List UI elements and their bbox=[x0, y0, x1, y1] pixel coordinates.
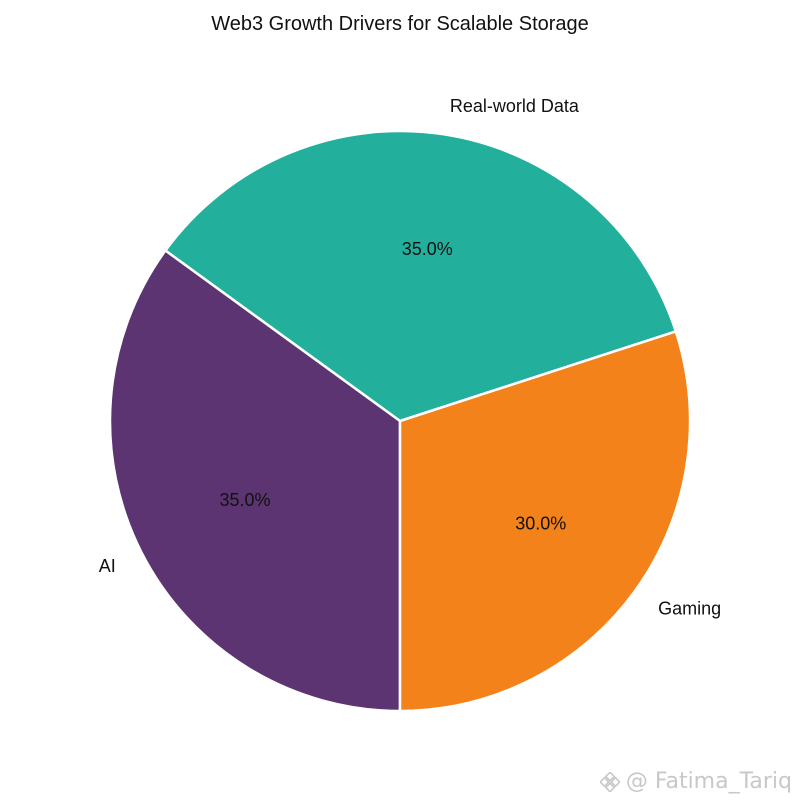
watermark-text: @ Fatima_Tariq bbox=[625, 769, 792, 794]
pie-labels: 35.0% Real-world Data 35.0% AI 30.0% Gaming bbox=[99, 96, 721, 619]
percent-label: 30.0% bbox=[515, 513, 566, 533]
binance-logo-icon bbox=[599, 771, 620, 792]
pie-slice-ai bbox=[108, 249, 402, 713]
pie-slice-real-world-data bbox=[164, 129, 678, 423]
pie-slices bbox=[108, 129, 692, 713]
chart-title: Web3 Growth Drivers for Scalable Storage bbox=[211, 13, 589, 35]
watermark: @ Fatima_Tariq bbox=[599, 769, 792, 794]
category-label: Gaming bbox=[658, 599, 721, 619]
percent-label: 35.0% bbox=[402, 239, 453, 259]
category-label: AI bbox=[99, 556, 116, 576]
category-label: Real-world Data bbox=[450, 96, 580, 116]
percent-label: 35.0% bbox=[219, 490, 270, 510]
pie-slice-gaming bbox=[398, 330, 692, 713]
